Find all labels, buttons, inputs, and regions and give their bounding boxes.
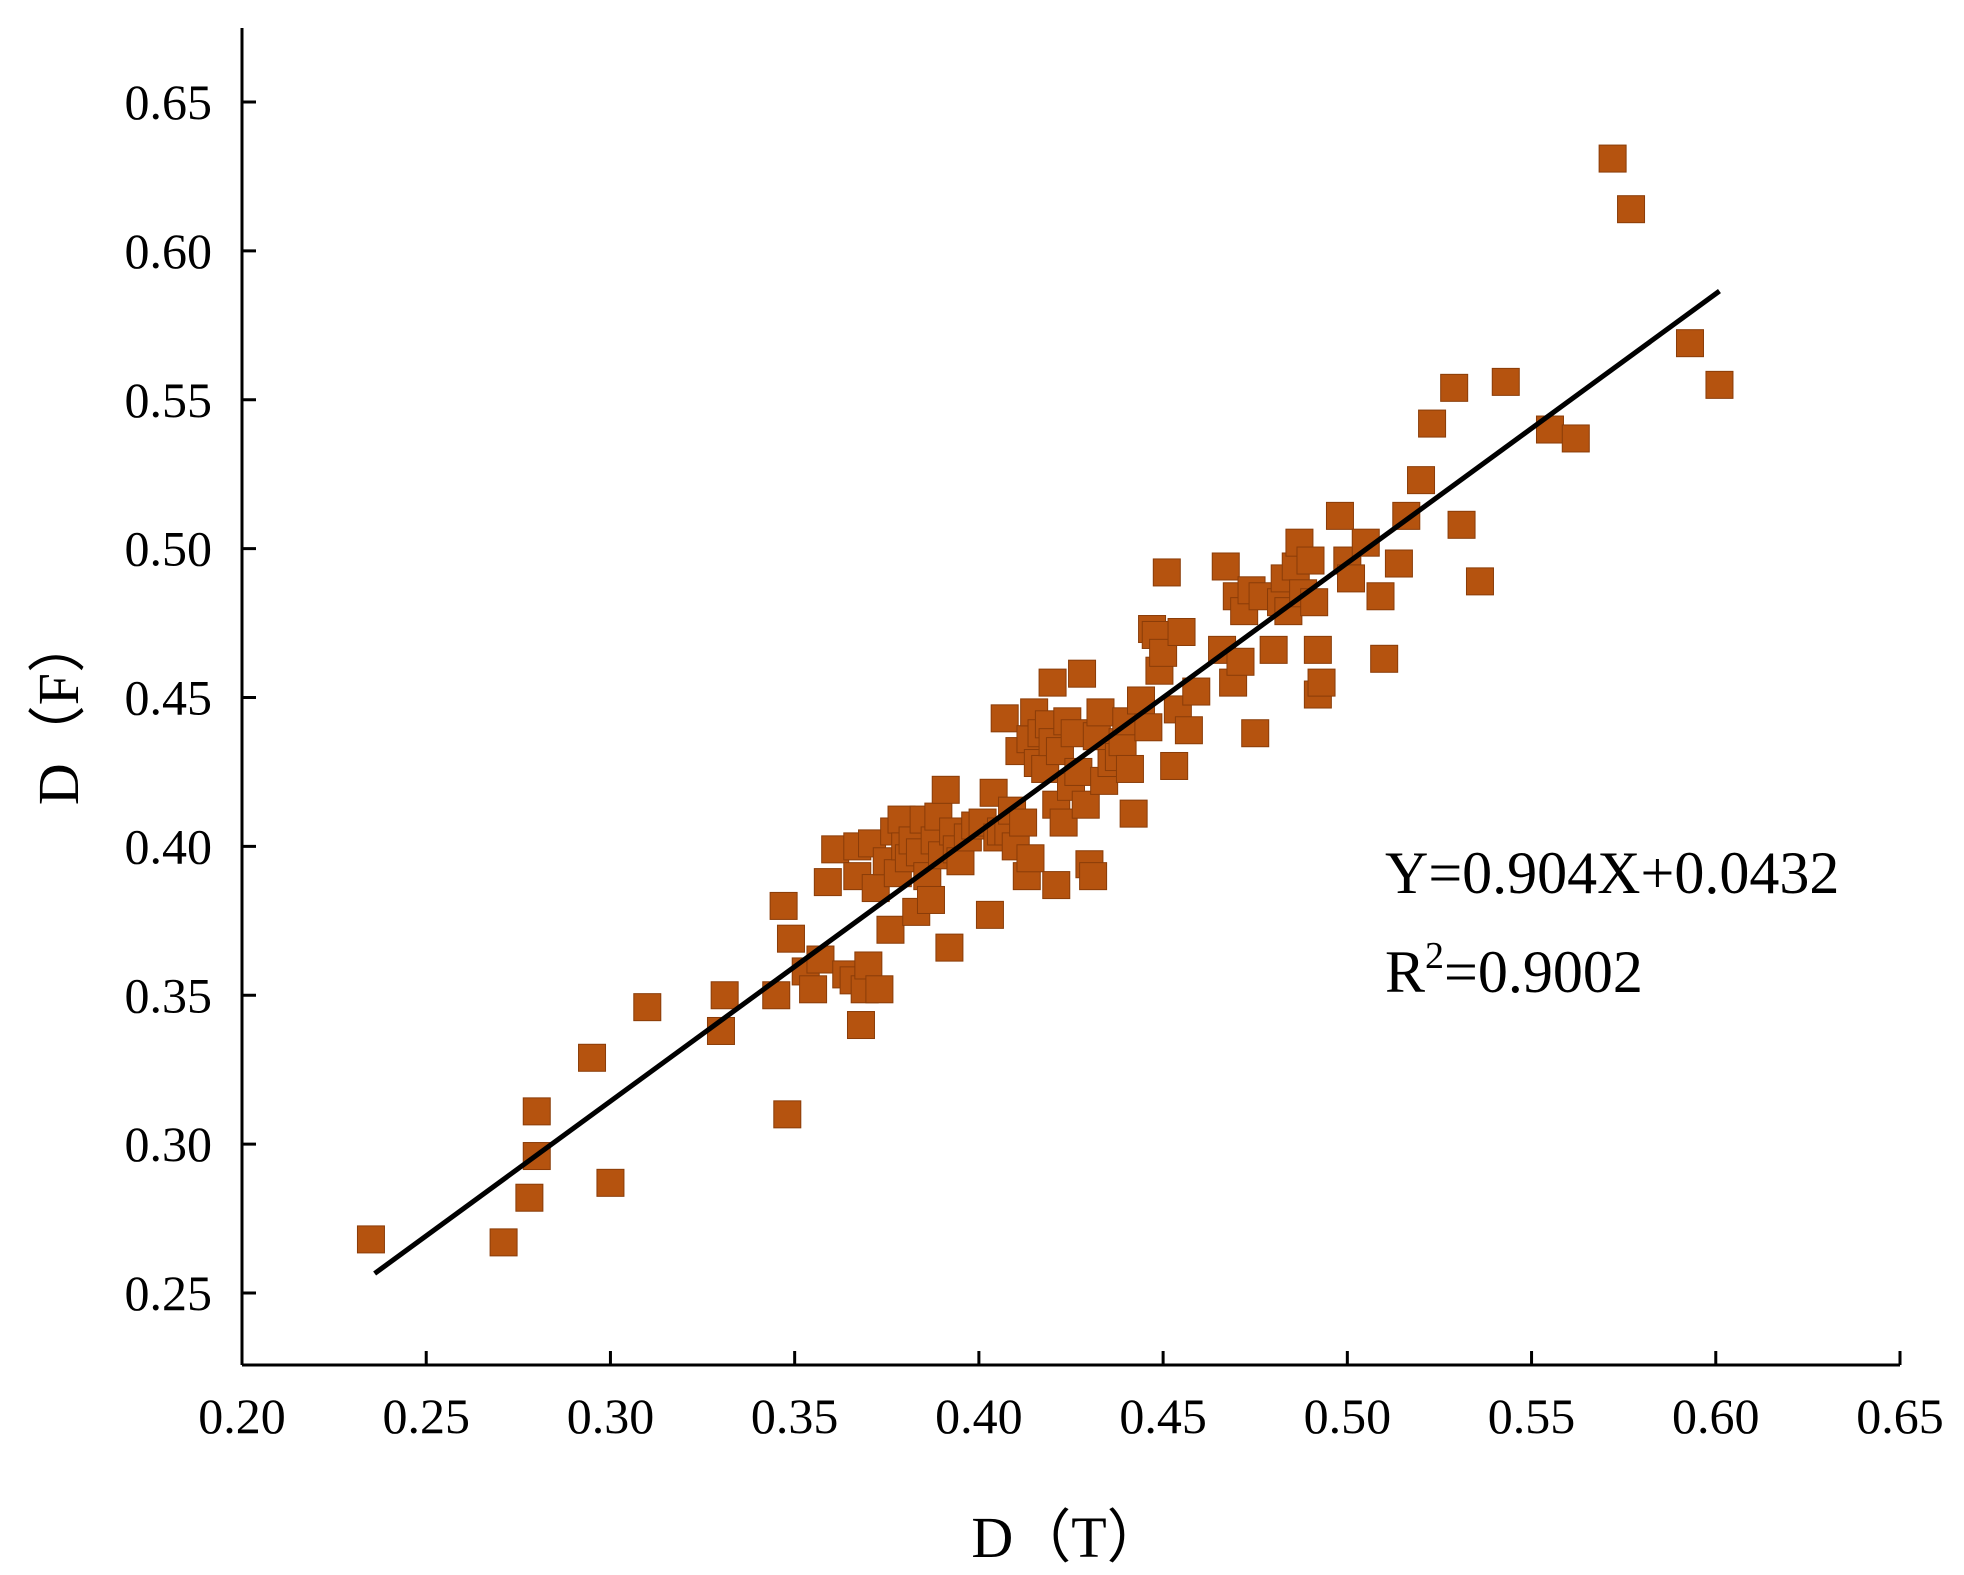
data-point	[1152, 558, 1181, 587]
data-point	[1016, 844, 1045, 873]
y-tick-label: 0.40	[125, 818, 213, 874]
data-point	[1407, 466, 1436, 495]
data-point	[1071, 790, 1100, 819]
data-point	[1617, 195, 1646, 224]
data-point	[1418, 409, 1447, 438]
x-tick-label: 0.25	[382, 1388, 470, 1444]
x-axis-title: D（T）	[971, 1505, 1164, 1570]
data-point	[1325, 501, 1354, 530]
data-point	[799, 975, 828, 1004]
x-tick-label: 0.30	[567, 1388, 655, 1444]
data-point	[1086, 698, 1115, 727]
y-tick-label: 0.50	[125, 521, 213, 577]
y-tick-label: 0.25	[125, 1265, 213, 1321]
x-tick-label: 0.45	[1119, 1388, 1207, 1444]
data-point	[1307, 668, 1336, 697]
data-point	[846, 1011, 875, 1040]
data-point	[1009, 808, 1038, 837]
data-point	[990, 704, 1019, 733]
y-axis-title: D（F）	[26, 615, 91, 805]
r-squared-superscript: 2	[1425, 935, 1444, 977]
data-point	[1038, 668, 1067, 697]
data-point	[865, 975, 894, 1004]
y-tick-label: 0.35	[125, 967, 213, 1023]
r-squared-prefix: R	[1385, 939, 1425, 1005]
y-tick-label: 0.55	[125, 372, 213, 428]
data-point	[1211, 552, 1240, 581]
x-tick-label: 0.40	[935, 1388, 1023, 1444]
data-point	[1296, 546, 1325, 575]
data-point	[1160, 751, 1189, 780]
x-tick-label: 0.50	[1304, 1388, 1392, 1444]
data-point	[1384, 549, 1413, 578]
regression-equation: Y=0.904X+0.0432	[1385, 840, 1839, 906]
data-point	[1079, 862, 1108, 891]
data-points	[356, 144, 1734, 1257]
x-tick-label: 0.60	[1672, 1388, 1760, 1444]
data-point	[1134, 713, 1163, 742]
data-point	[1491, 367, 1520, 396]
data-point	[1241, 719, 1270, 748]
x-axis-ticks: 0.20 0.25 0.30 0.35 0.40 0.45 0.50 0.55 0.60 0.65	[198, 1351, 1944, 1444]
data-point	[1226, 647, 1255, 676]
regression-line	[373, 289, 1721, 1276]
data-point	[935, 933, 964, 962]
data-point	[769, 891, 798, 920]
y-tick-label: 0.65	[125, 74, 213, 130]
data-point	[1042, 871, 1071, 900]
data-point	[1440, 373, 1469, 402]
data-point	[876, 915, 905, 944]
data-point	[1598, 144, 1627, 173]
data-point	[1259, 635, 1288, 664]
data-point	[1675, 329, 1704, 358]
y-tick-label: 0.60	[125, 223, 213, 279]
data-point	[596, 1168, 625, 1197]
data-point	[1561, 424, 1590, 453]
x-tick-label: 0.35	[751, 1388, 839, 1444]
data-point	[1068, 659, 1097, 688]
data-point	[1119, 799, 1148, 828]
data-point	[1303, 635, 1332, 664]
data-point	[916, 885, 945, 914]
data-point	[813, 868, 842, 897]
data-point	[975, 900, 1004, 929]
x-tick-label: 0.20	[198, 1388, 286, 1444]
data-point	[1115, 754, 1144, 783]
data-point	[1370, 644, 1399, 673]
data-point	[776, 924, 805, 953]
data-point	[1465, 567, 1494, 596]
y-tick-label: 0.30	[125, 1116, 213, 1172]
data-point	[1447, 510, 1476, 539]
x-tick-label: 0.65	[1856, 1388, 1944, 1444]
data-point	[1167, 617, 1196, 646]
data-point	[633, 993, 662, 1022]
data-point	[1366, 582, 1395, 611]
data-point	[710, 981, 739, 1010]
data-point	[1127, 686, 1156, 715]
data-point	[854, 951, 883, 980]
data-point	[489, 1228, 518, 1257]
data-point	[515, 1183, 544, 1212]
y-axis-ticks: 0.25 0.30 0.35 0.40 0.45 0.50 0.55 0.60 0.65	[125, 74, 256, 1321]
data-point	[522, 1097, 551, 1126]
data-point	[773, 1100, 802, 1129]
data-point	[1174, 716, 1203, 745]
data-point	[578, 1043, 607, 1072]
y-tick-label: 0.45	[125, 670, 213, 726]
data-point	[356, 1225, 385, 1254]
r-squared-label: R2=0.9002	[1385, 935, 1643, 1005]
data-point	[1705, 370, 1734, 399]
r-squared-value: =0.9002	[1444, 939, 1643, 1005]
data-point	[931, 775, 960, 804]
x-tick-label: 0.55	[1488, 1388, 1576, 1444]
